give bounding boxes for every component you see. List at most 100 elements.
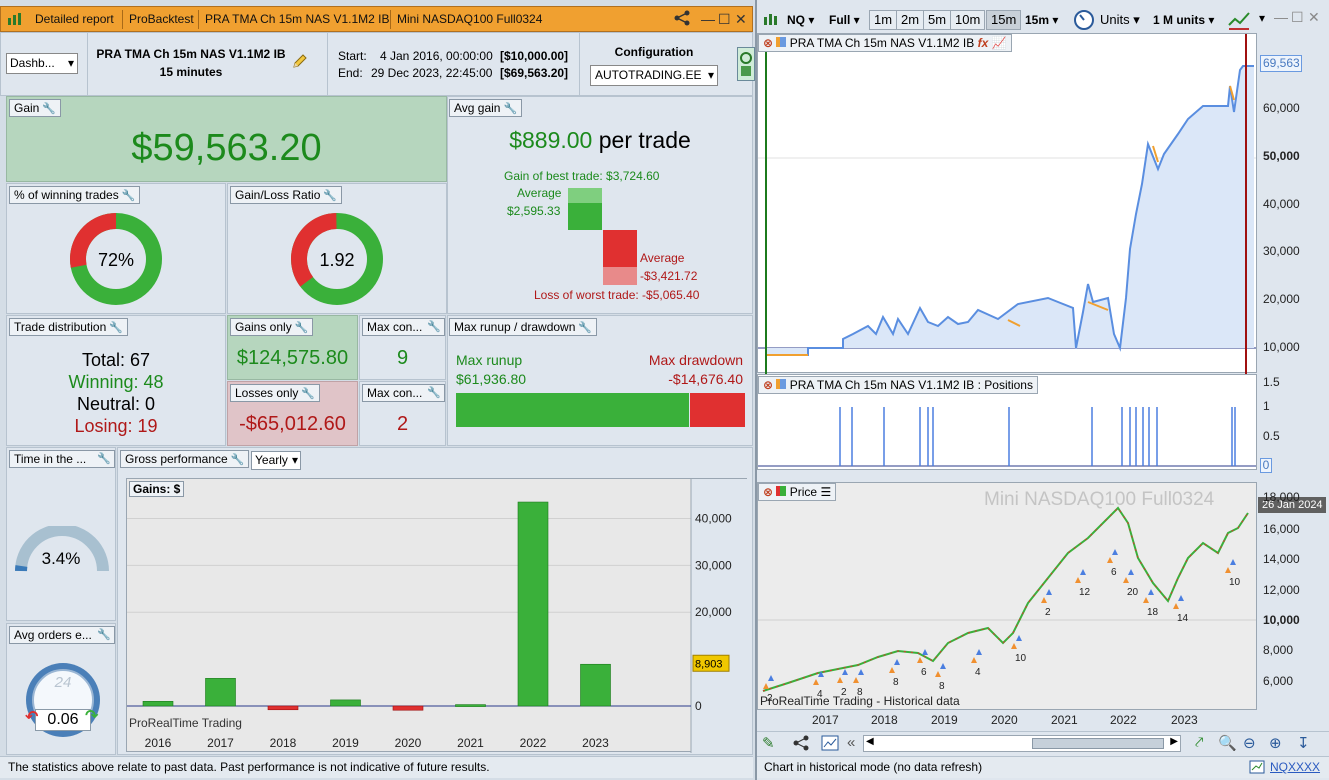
maximize-icon[interactable]: ☐	[1291, 9, 1304, 25]
share-icon[interactable]	[793, 735, 809, 754]
avg-neg-value: -$3,421.72	[640, 269, 698, 283]
configuration-select[interactable]: AUTOTRADING.EE ▾	[590, 65, 718, 86]
price-line-down	[762, 507, 1249, 692]
gross-header[interactable]: Gross performance 🔧	[120, 450, 250, 468]
positions-chart-area: ⊗ PRA TMA Ch 15m NAS V1.1M2 IB : Positio…	[757, 374, 1257, 470]
chevron-down-icon[interactable]: ▾	[1259, 11, 1266, 25]
winning-value: 72%	[97, 250, 135, 270]
wrench-icon[interactable]: 🔧	[578, 322, 593, 334]
side-toolbar-icon[interactable]	[737, 47, 755, 81]
minimize-icon[interactable]: —	[701, 11, 715, 27]
chevron-down-icon: ▾	[808, 13, 815, 27]
wrench-icon[interactable]: 🔧	[323, 190, 338, 202]
price-footer: ProRealTime Trading - Historical data	[760, 694, 960, 708]
wrench-icon[interactable]: 🔧	[97, 453, 111, 465]
close-icon[interactable]: ✕	[1308, 9, 1320, 25]
best-trade-bar	[568, 188, 602, 203]
close-circle-icon[interactable]: ⊗	[763, 378, 774, 392]
close-circle-icon[interactable]: ⊗	[763, 485, 774, 499]
wrench-icon[interactable]: 🔧	[97, 629, 111, 641]
symbol-select[interactable]: NQ ▾	[784, 10, 817, 30]
speedometer-icon[interactable]	[1074, 10, 1094, 33]
range-select[interactable]: Full ▾	[826, 10, 863, 30]
distribution-lines: Total: 67 Winning: 48 Neutral: 0 Losing:…	[7, 349, 225, 437]
time-in-header[interactable]: Time in the ... 🔧	[9, 450, 115, 468]
edit-pencil-icon[interactable]	[291, 53, 309, 74]
scroll-left-icon[interactable]: «	[847, 734, 856, 751]
wrench-icon[interactable]: 🔧	[427, 321, 441, 333]
dashboard-select[interactable]: Dashb... ▾	[6, 53, 78, 74]
wrench-icon[interactable]: 🔧	[121, 190, 136, 202]
function-icon[interactable]: fx	[977, 36, 989, 50]
ratio-header[interactable]: Gain/Loss Ratio 🔧	[230, 186, 343, 204]
avg-gain-bar	[568, 203, 602, 230]
history-scrollbar[interactable]: ◀ ▶	[863, 735, 1181, 752]
positions-tick: 1	[1263, 399, 1270, 413]
winning-trades-header[interactable]: % of winning trades 🔧	[9, 186, 141, 204]
chart-indicator-icon[interactable]	[1227, 9, 1251, 34]
wrench-icon[interactable]: 🔧	[301, 388, 316, 400]
gains-only-header[interactable]: Gains only 🔧	[230, 318, 314, 336]
drawing-tool-icon[interactable]: ✎	[762, 735, 775, 752]
tab-detailed-report[interactable]: Detailed report	[35, 12, 114, 26]
y-tick-label: 40,000	[695, 511, 732, 525]
autoscale-icon[interactable]: ⤤	[1195, 734, 1204, 751]
tf-10m-button[interactable]: 10m	[950, 10, 986, 30]
period-select[interactable]: Yearly ▾	[251, 451, 301, 470]
units-size-select[interactable]: 1 M units ▾	[1150, 10, 1217, 30]
wrench-icon[interactable]: 🔧	[230, 454, 245, 466]
trade-arrow	[1128, 569, 1134, 575]
losses-only-header[interactable]: Losses only 🔧	[230, 384, 321, 402]
zoom-in-icon[interactable]: ⊕	[1269, 735, 1282, 752]
zoom-area-icon[interactable]: 🔍	[1218, 735, 1237, 752]
trade-arrow	[976, 649, 982, 655]
bar-2019	[330, 699, 361, 707]
distribution-losing: Losing: 19	[74, 416, 158, 436]
avg-pos-value: $2,595.33	[507, 204, 561, 218]
maximize-icon[interactable]: ☐	[718, 11, 731, 27]
gross-label: Gross performance	[125, 452, 228, 466]
wrench-icon[interactable]: 🔧	[42, 103, 57, 115]
wrench-icon[interactable]: 🔧	[109, 322, 123, 334]
tf-2m-button[interactable]: 2m	[896, 10, 925, 30]
trade-arrow	[1173, 603, 1179, 609]
chart-layout-icon[interactable]	[821, 735, 839, 754]
distribution-header[interactable]: Trade distribution 🔧	[9, 318, 128, 336]
symbol-link[interactable]: NQXXXX	[1270, 760, 1321, 774]
list-icon[interactable]: ☰	[820, 485, 832, 499]
tf-5m-button[interactable]: 5m	[923, 10, 952, 30]
scrollbar-thumb[interactable]	[1032, 738, 1164, 749]
share-icon[interactable]	[673, 10, 691, 30]
tf-1m-button[interactable]: 1m	[869, 10, 898, 30]
runup-bar	[456, 393, 689, 427]
close-circle-icon[interactable]: ⊗	[763, 36, 774, 50]
zoom-out-icon[interactable]: ⊖	[1243, 735, 1256, 752]
tab-system[interactable]: PRA TMA Ch 15m NAS V1.1M2 IB	[205, 12, 390, 26]
chevron-right-icon[interactable]: ▶	[1170, 736, 1178, 747]
left-footer: The statistics above relate to past data…	[0, 756, 753, 778]
start-label: Start:	[338, 49, 367, 63]
max-con-2-header[interactable]: Max con... 🔧	[362, 384, 445, 402]
minimize-icon[interactable]: —	[1274, 9, 1288, 25]
worst-trade: Loss of worst trade: -$5,065.40	[534, 288, 700, 302]
tab-instrument[interactable]: Mini NASDAQ100 Full0324	[397, 12, 543, 26]
wrench-icon[interactable]: 🔧	[294, 322, 309, 334]
tab-probacktest[interactable]: ProBacktest	[129, 12, 194, 26]
avg-gain-header[interactable]: Avg gain 🔧	[449, 99, 523, 117]
scroll-end-icon[interactable]: ↧	[1297, 735, 1310, 752]
gain-header[interactable]: Gain 🔧	[9, 99, 62, 117]
wrench-icon[interactable]: 🔧	[427, 387, 441, 399]
indicator-icon[interactable]: 📈	[991, 36, 1007, 50]
max-con-1-header[interactable]: Max con... 🔧	[362, 318, 445, 336]
runup-header[interactable]: Max runup / drawdown 🔧	[449, 318, 598, 336]
chevron-left-icon[interactable]: ◀	[866, 736, 874, 747]
positions-panel-header: ⊗ PRA TMA Ch 15m NAS V1.1M2 IB : Positio…	[758, 376, 1038, 394]
timeframe-select[interactable]: 15m ▾	[1022, 10, 1061, 30]
wrench-icon[interactable]: 🔧	[503, 103, 518, 115]
units-select[interactable]: Units ▾	[1097, 10, 1143, 30]
close-icon[interactable]: ✕	[735, 11, 747, 27]
equity-panel-header: ⊗ PRA TMA Ch 15m NAS V1.1M2 IB fx 📈	[758, 34, 1012, 52]
tf-15m-button[interactable]: 15m	[986, 10, 1022, 30]
avg-orders-header[interactable]: Avg orders e... 🔧	[9, 626, 115, 644]
